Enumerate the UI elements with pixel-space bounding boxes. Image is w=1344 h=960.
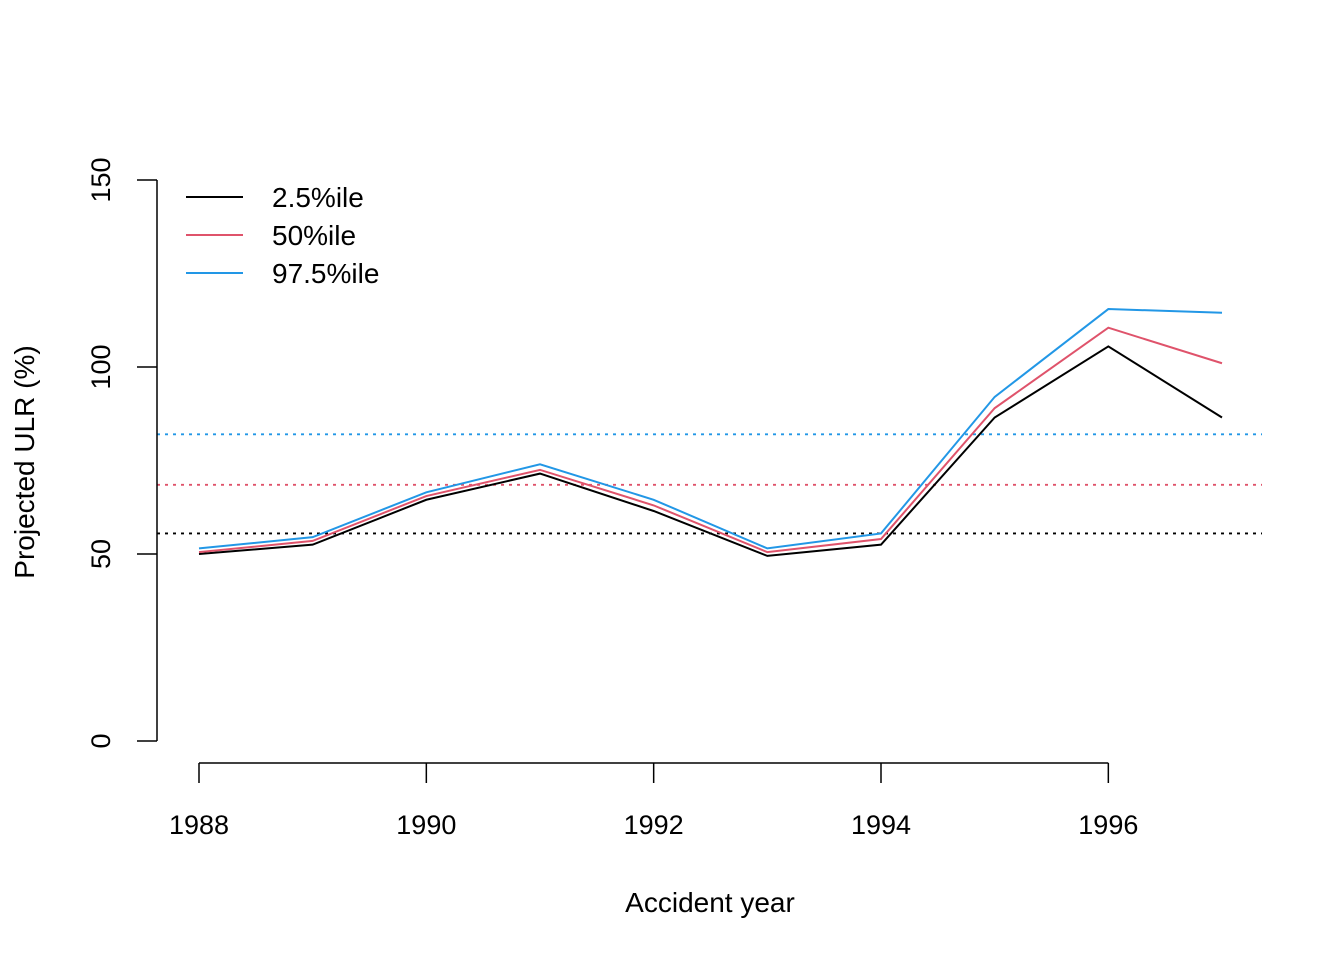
reference-lines bbox=[157, 433, 1262, 535]
legend-label: 97.5%ile bbox=[272, 258, 379, 289]
x-axis-label: Accident year bbox=[625, 887, 795, 918]
legend-label: 50%ile bbox=[272, 220, 356, 251]
x-ticks: 1988 1990 1992 1994 1996 bbox=[169, 763, 1138, 840]
y-tick-label: 100 bbox=[86, 344, 116, 389]
series-lines bbox=[198, 308, 1223, 557]
legend: 2.5%ile 50%ile 97.5%ile bbox=[186, 182, 379, 289]
x-tick-label: 1990 bbox=[396, 810, 456, 840]
y-tick-label: 0 bbox=[86, 733, 116, 748]
y-tick-label: 150 bbox=[86, 157, 116, 202]
legend-label: 2.5%ile bbox=[272, 182, 364, 213]
y-axis: 0 50 100 150 bbox=[86, 157, 158, 749]
y-axis-label: Projected ULR (%) bbox=[9, 345, 40, 578]
x-tick-label: 1996 bbox=[1078, 810, 1138, 840]
y-tick-label: 50 bbox=[86, 539, 116, 569]
series-line bbox=[198, 326, 1223, 554]
series-line bbox=[198, 345, 1223, 557]
series-line bbox=[198, 308, 1223, 550]
x-tick-label: 1992 bbox=[624, 810, 684, 840]
x-tick-label: 1988 bbox=[169, 810, 229, 840]
x-tick-label: 1994 bbox=[851, 810, 911, 840]
y-ticks: 0 50 100 150 bbox=[86, 157, 157, 749]
x-axis: 1988 1990 1992 1994 1996 bbox=[169, 762, 1138, 840]
